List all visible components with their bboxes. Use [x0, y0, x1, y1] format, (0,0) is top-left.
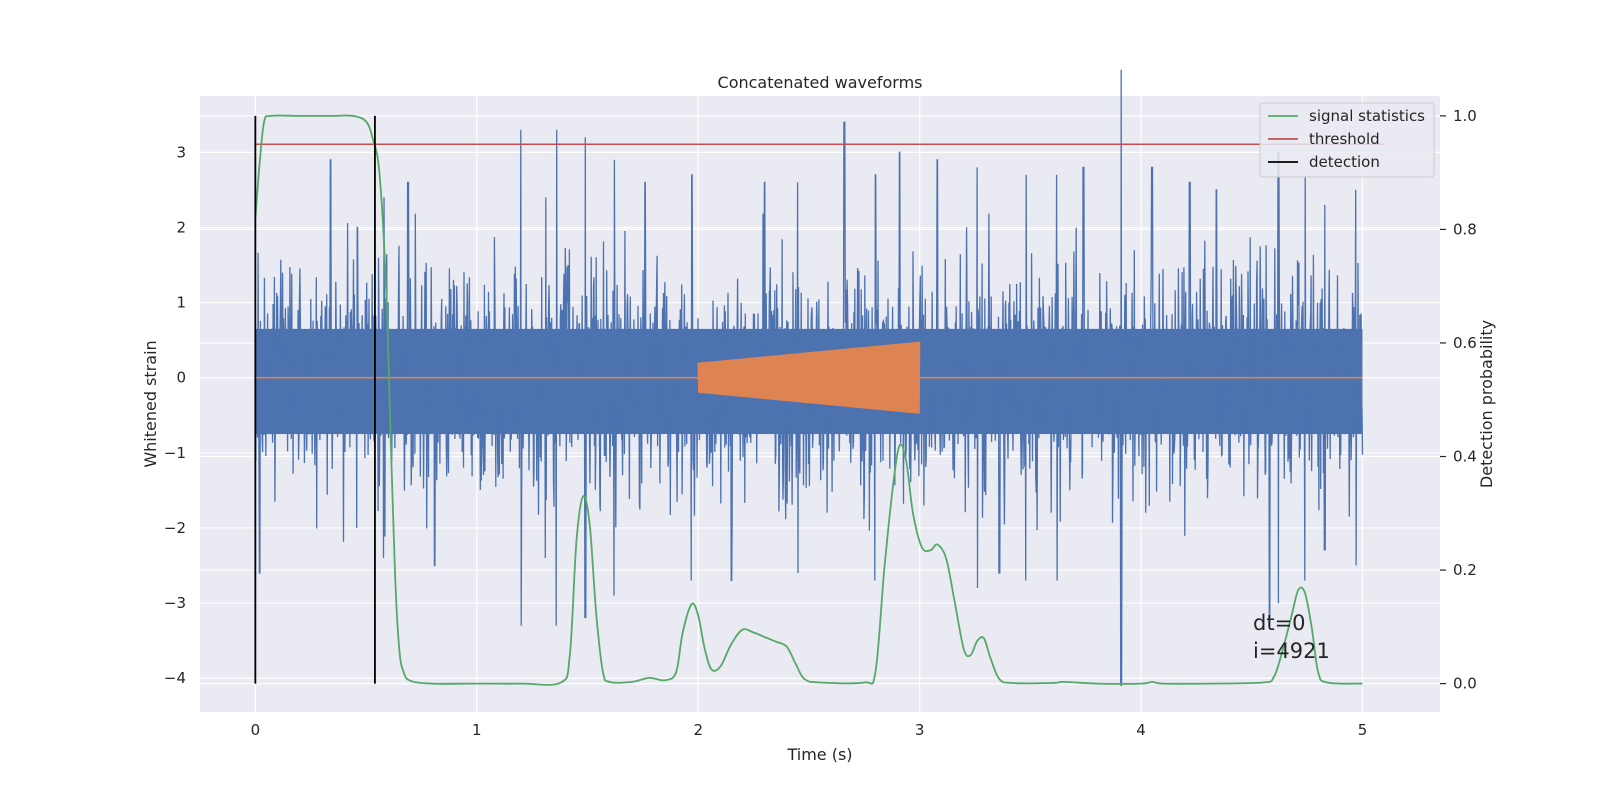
- legend-box: [1259, 102, 1435, 178]
- x-tick-label-0: 0: [251, 721, 261, 739]
- y-tick-label--4: −4: [164, 669, 186, 687]
- signal-statistics-line: [254, 114, 1363, 686]
- y2-tick-label-1: 1.0: [1453, 107, 1477, 125]
- y-tick-label-3: 3: [176, 143, 186, 161]
- y-tick-label--2: −2: [164, 519, 186, 537]
- y2-tick-label-0.8: 0.8: [1453, 220, 1477, 238]
- x-tick-label-1: 1: [472, 721, 482, 739]
- y2-axis-label: Detection probability: [1477, 320, 1496, 488]
- y-tick-label--1: −1: [164, 444, 186, 462]
- x-tick-label-3: 3: [915, 721, 925, 739]
- x-tick-label-2: 2: [693, 721, 703, 739]
- y2-tick-label-0: 0.0: [1453, 675, 1477, 693]
- y-tick-label-1: 1: [176, 294, 186, 312]
- annotation-dt: dt=0: [1253, 611, 1306, 635]
- detection-series: [254, 115, 376, 684]
- x-axis-label: Time (s): [786, 745, 852, 764]
- legend-label-signal-statistics: signal statistics: [1309, 107, 1425, 125]
- template-series: [255, 341, 1363, 414]
- y-axis-label: Whitened strain: [141, 340, 160, 467]
- y-axis-ticks: −4 −3 −2 −1 0 1 2 3: [164, 143, 186, 687]
- annotation-index: i=4921: [1253, 639, 1330, 663]
- y-tick-label-2: 2: [176, 218, 186, 236]
- y2-tick-label-0.2: 0.2: [1453, 561, 1477, 579]
- chart-title: Concatenated waveforms: [718, 73, 923, 92]
- signal-statistics-series: [254, 114, 1363, 686]
- x-axis-ticks: 0 1 2 3 4 5: [251, 721, 1368, 739]
- y-tick-label-0: 0: [176, 369, 186, 387]
- y2-tick-label-0.6: 0.6: [1453, 334, 1477, 352]
- x-tick-label-4: 4: [1136, 721, 1146, 739]
- y-tick-label--3: −3: [164, 594, 186, 612]
- template-chirp: [697, 341, 921, 414]
- y2-tick-label-0.4: 0.4: [1453, 448, 1477, 466]
- legend: signal statistics threshold detection: [1259, 102, 1435, 178]
- legend-label-threshold: threshold: [1309, 130, 1380, 148]
- y2-axis-ticks: 0.0 0.2 0.4 0.6 0.8 1.0: [1440, 107, 1477, 693]
- legend-label-detection: detection: [1309, 153, 1380, 171]
- x-tick-label-5: 5: [1358, 721, 1368, 739]
